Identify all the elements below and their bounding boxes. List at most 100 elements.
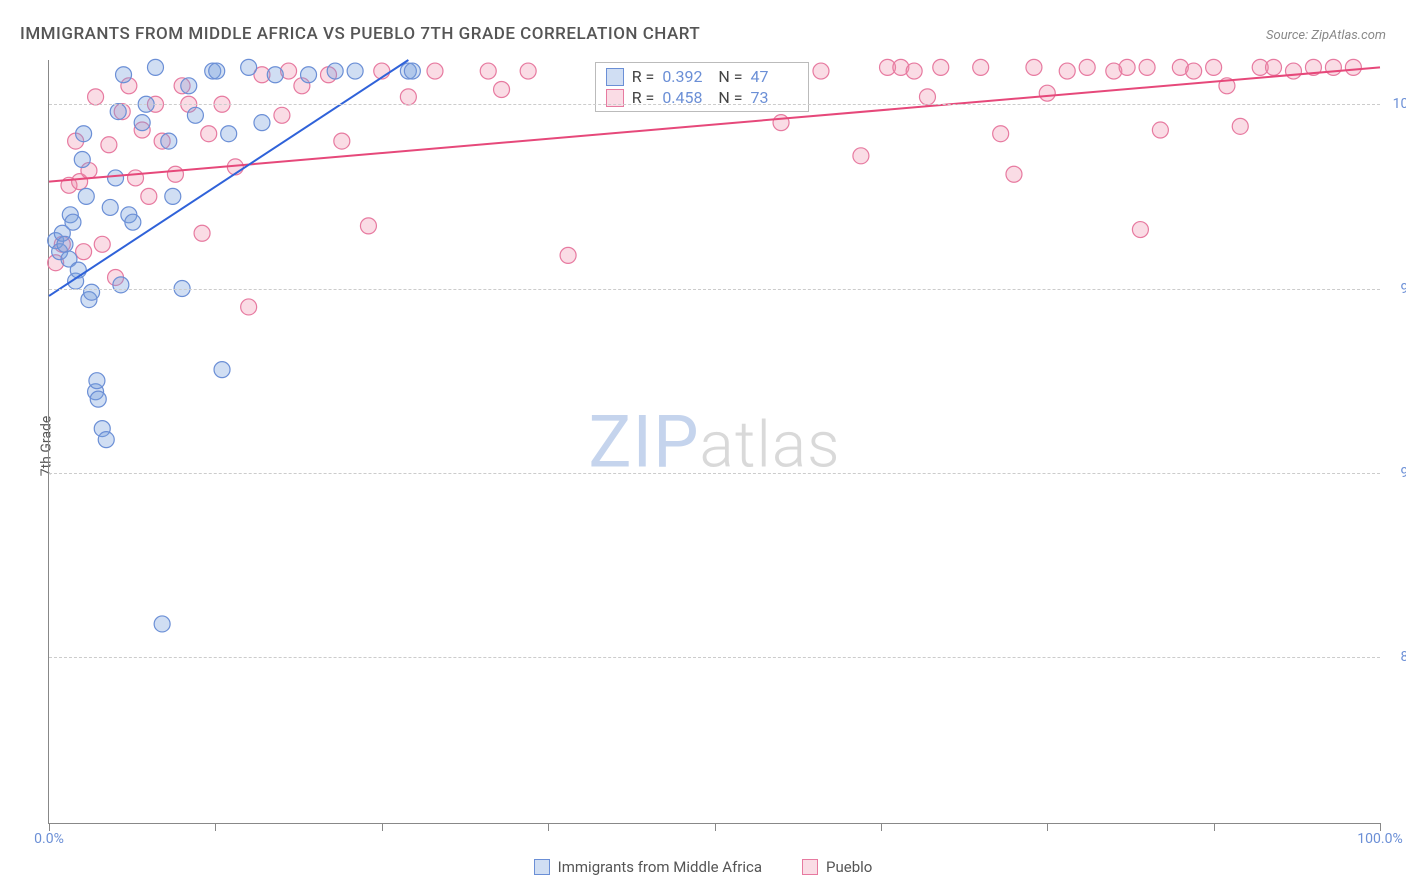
data-point bbox=[520, 63, 536, 79]
data-point bbox=[134, 115, 150, 131]
data-point bbox=[973, 59, 989, 75]
data-point bbox=[327, 63, 343, 79]
legend: Immigrants from Middle Africa Pueblo bbox=[0, 858, 1406, 876]
data-point bbox=[773, 115, 789, 131]
data-point bbox=[76, 244, 92, 260]
data-point bbox=[919, 89, 935, 105]
data-point bbox=[165, 188, 181, 204]
data-point bbox=[241, 299, 257, 315]
data-point bbox=[141, 188, 157, 204]
x-tick bbox=[1380, 823, 1381, 831]
x-tick bbox=[881, 823, 882, 831]
data-point bbox=[427, 63, 443, 79]
data-point bbox=[167, 166, 183, 182]
data-point bbox=[84, 284, 100, 300]
data-point bbox=[65, 214, 81, 230]
data-point bbox=[1325, 59, 1341, 75]
data-point bbox=[78, 188, 94, 204]
x-tick bbox=[382, 823, 383, 831]
data-point bbox=[1266, 59, 1282, 75]
swatch-icon bbox=[606, 68, 624, 86]
data-point bbox=[76, 126, 92, 142]
data-point bbox=[101, 137, 117, 153]
data-point bbox=[360, 218, 376, 234]
data-point bbox=[334, 133, 350, 149]
data-point bbox=[110, 104, 126, 120]
data-point bbox=[1059, 63, 1075, 79]
plot-area: ZIPatlas R = 0.392 N = 47 R = 0.458 N = … bbox=[48, 60, 1380, 824]
y-tick-label: 85.0% bbox=[1384, 649, 1406, 665]
data-point bbox=[194, 225, 210, 241]
gridline bbox=[49, 289, 1380, 290]
data-point bbox=[933, 59, 949, 75]
data-point bbox=[241, 59, 257, 75]
data-point bbox=[1039, 85, 1055, 101]
data-point bbox=[254, 115, 270, 131]
data-point bbox=[74, 152, 90, 168]
data-point bbox=[494, 81, 510, 97]
data-point bbox=[1152, 122, 1168, 138]
data-point bbox=[347, 63, 363, 79]
legend-item-series2: Pueblo bbox=[802, 858, 872, 876]
legend-item-series1: Immigrants from Middle Africa bbox=[534, 858, 762, 876]
data-point bbox=[813, 63, 829, 79]
y-tick-label: 100.0% bbox=[1384, 96, 1406, 112]
x-tick bbox=[215, 823, 216, 831]
data-point bbox=[1006, 166, 1022, 182]
data-point bbox=[88, 89, 104, 105]
data-point bbox=[98, 432, 114, 448]
data-point bbox=[1232, 118, 1248, 134]
data-point bbox=[161, 133, 177, 149]
data-point bbox=[209, 63, 225, 79]
data-point bbox=[214, 362, 230, 378]
data-point bbox=[993, 126, 1009, 142]
data-point bbox=[181, 78, 197, 94]
data-point bbox=[201, 126, 217, 142]
x-tick bbox=[1047, 823, 1048, 831]
legend-label: Pueblo bbox=[826, 858, 872, 876]
y-tick-label: 90.0% bbox=[1384, 465, 1406, 481]
data-point bbox=[1139, 59, 1155, 75]
gridline bbox=[49, 104, 1380, 105]
x-tick-label: 0.0% bbox=[34, 831, 64, 847]
data-point bbox=[102, 199, 118, 215]
data-point bbox=[404, 63, 420, 79]
data-point bbox=[1119, 59, 1135, 75]
gridline bbox=[49, 473, 1380, 474]
gridline bbox=[49, 657, 1380, 658]
data-point bbox=[560, 247, 576, 263]
data-point bbox=[113, 277, 129, 293]
data-point bbox=[116, 67, 132, 83]
data-point bbox=[301, 67, 317, 83]
data-point bbox=[274, 107, 290, 123]
x-tick bbox=[49, 823, 50, 831]
data-point bbox=[128, 170, 144, 186]
data-point bbox=[154, 616, 170, 632]
data-point bbox=[853, 148, 869, 164]
x-tick bbox=[1214, 823, 1215, 831]
x-tick-label: 100.0% bbox=[1357, 831, 1402, 847]
chart-title: IMMIGRANTS FROM MIDDLE AFRICA VS PUEBLO … bbox=[20, 24, 700, 44]
data-point bbox=[1206, 59, 1222, 75]
data-point bbox=[400, 89, 416, 105]
x-tick bbox=[548, 823, 549, 831]
data-point bbox=[94, 236, 110, 252]
data-point bbox=[125, 214, 141, 230]
data-point bbox=[1186, 63, 1202, 79]
data-point bbox=[57, 236, 73, 252]
data-point bbox=[187, 107, 203, 123]
scatter-svg bbox=[49, 60, 1380, 823]
data-point bbox=[480, 63, 496, 79]
data-point bbox=[1132, 222, 1148, 238]
data-point bbox=[89, 373, 105, 389]
data-point bbox=[1079, 59, 1095, 75]
data-point bbox=[147, 59, 163, 75]
source-label: Source: ZipAtlas.com bbox=[1266, 28, 1386, 43]
data-point bbox=[267, 67, 283, 83]
x-tick bbox=[715, 823, 716, 831]
swatch-icon bbox=[534, 859, 550, 875]
data-point bbox=[1285, 63, 1301, 79]
legend-label: Immigrants from Middle Africa bbox=[558, 858, 762, 876]
data-point bbox=[108, 170, 124, 186]
data-point bbox=[1026, 59, 1042, 75]
